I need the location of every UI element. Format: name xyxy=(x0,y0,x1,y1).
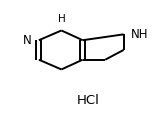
Text: H: H xyxy=(58,14,65,24)
Text: N: N xyxy=(23,34,32,47)
Text: HCl: HCl xyxy=(77,94,100,107)
Text: NH: NH xyxy=(131,28,148,41)
